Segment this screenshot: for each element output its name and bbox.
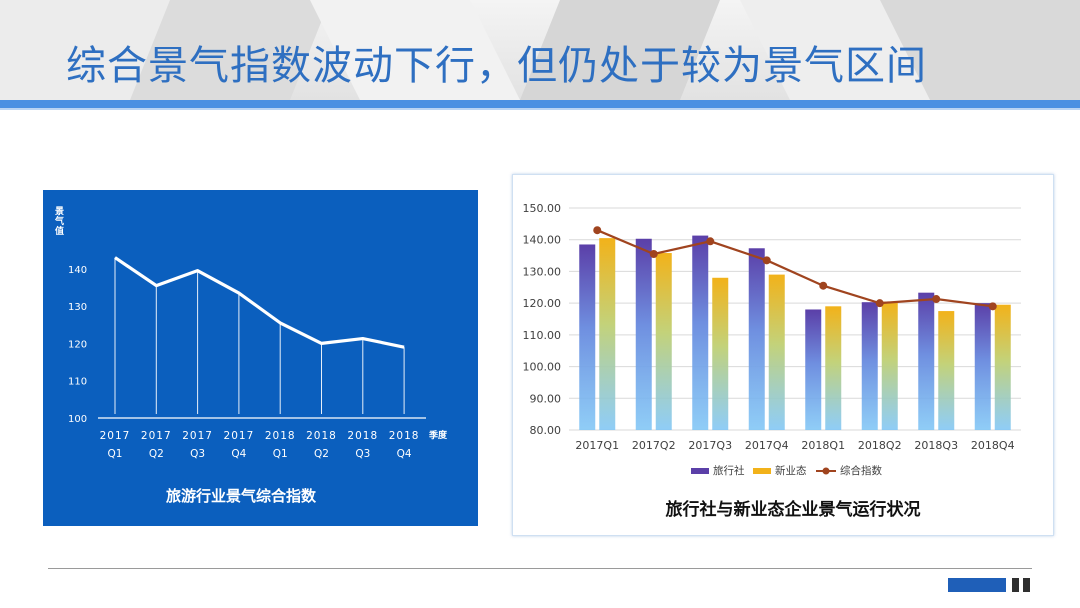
header-banner: 综合景气指数波动下行，但仍处于较为景气区间 <box>0 0 1080 100</box>
bar-travel-agency <box>918 292 935 430</box>
x-tick-label: 2017Q4 <box>745 439 789 452</box>
y-tick-label: 120.00 <box>523 297 562 310</box>
bar-new-business <box>938 311 955 430</box>
hexagon-pattern <box>0 0 1080 100</box>
x-tick-label-year: 2017 <box>224 430 255 442</box>
bar-new-business <box>994 304 1011 430</box>
composite-index-line <box>596 229 993 308</box>
x-tick-label: 2018Q2 <box>858 439 902 452</box>
y-tick-label: 120 <box>68 339 87 350</box>
legend-label: 旅行社 <box>713 464 745 477</box>
bar-new-business <box>712 277 729 430</box>
bar-new-business <box>599 238 616 430</box>
bar-travel-agency <box>805 309 822 430</box>
y-tick-label: 90.00 <box>530 392 562 405</box>
header-divider-light <box>0 108 1080 110</box>
x-tick-label: 2018Q4 <box>971 439 1015 452</box>
x-tick-label-quarter: Q2 <box>149 448 164 460</box>
y-tick-label: 80.00 <box>530 424 562 437</box>
x-tick-label: 2018Q3 <box>914 439 958 452</box>
y-tick-label: 130 <box>68 302 87 313</box>
travel-vs-newbiz-combo-chart: 80.00 90.00 100.00 110.00 120.00 130.00 140.00… <box>523 202 1021 520</box>
composite-index-point <box>593 226 602 235</box>
x-tick-label-quarter: Q1 <box>108 448 123 460</box>
composite-index-point <box>649 249 658 258</box>
y-tick-label: 110 <box>68 377 87 388</box>
footer-accent-block <box>1023 578 1030 592</box>
chart-title: 旅行社与新业态企业景气运行状况 <box>666 499 921 520</box>
legend-label: 综合指数 <box>840 464 882 477</box>
y-tick-label: 140 <box>68 265 87 276</box>
footer-divider <box>48 568 1032 569</box>
x-tick-label: 2017Q2 <box>632 439 676 452</box>
x-tick-label-quarter: Q4 <box>397 448 412 460</box>
x-tick-label-year: 2018 <box>389 430 420 442</box>
footer-accent-block <box>1012 578 1019 592</box>
bar-new-business <box>825 306 842 430</box>
bar-travel-agency <box>635 238 652 430</box>
y-tick-label: 100.00 <box>523 361 562 374</box>
x-tick-label-quarter: Q3 <box>190 448 205 460</box>
chart-title: 旅游行业景气综合指数 <box>166 487 317 505</box>
x-tick-label: 2017Q1 <box>575 439 619 452</box>
footer-accent-bar <box>948 578 1006 592</box>
index-line-series <box>114 256 405 349</box>
legend-swatch-newbiz <box>753 468 771 474</box>
composite-index-point <box>706 237 715 246</box>
y-tick-label: 150.00 <box>523 202 562 215</box>
x-tick-label-quarter: Q1 <box>273 448 288 460</box>
x-tick-label-year: 2018 <box>265 430 296 442</box>
bar-travel-agency <box>748 248 765 430</box>
y-tick-label: 130.00 <box>523 265 562 278</box>
left-chart-panel: 100 110 120 130 140 景气值季度 2017 Q1 2017 Q2 2017 Q3 20… <box>43 190 478 526</box>
legend-marker-index <box>822 467 830 475</box>
bar-travel-agency <box>974 303 991 430</box>
composite-index-point <box>932 295 941 304</box>
y-axis-label: 景气值 <box>54 206 64 237</box>
composite-index-point <box>819 281 828 290</box>
bar-new-business <box>655 253 672 430</box>
page-title: 综合景气指数波动下行，但仍处于较为景气区间 <box>66 43 927 89</box>
x-tick-label: 2018Q1 <box>801 439 845 452</box>
bar-new-business <box>881 301 898 430</box>
y-tick-label: 140.00 <box>523 234 562 247</box>
legend-label: 新业态 <box>775 464 807 477</box>
x-tick-label-year: 2018 <box>306 430 337 442</box>
composite-index-point <box>875 299 884 308</box>
bar-new-business <box>768 274 785 430</box>
x-tick-label-year: 2018 <box>347 430 378 442</box>
header-divider <box>0 100 1080 108</box>
bar-travel-agency <box>861 302 878 430</box>
composite-index-point <box>762 256 771 265</box>
x-tick-label-quarter: Q2 <box>314 448 329 460</box>
y-tick-label: 110.00 <box>523 329 562 342</box>
composite-index-point <box>988 302 997 311</box>
x-tick-label-year: 2017 <box>182 430 213 442</box>
x-tick-label-quarter: Q4 <box>231 448 246 460</box>
x-tick-label-year: 2017 <box>141 430 172 442</box>
x-axis-label: 季度 <box>428 429 448 441</box>
right-chart-panel: 80.00 90.00 100.00 110.00 120.00 130.00 140.00… <box>512 174 1054 536</box>
bar-travel-agency <box>692 235 709 430</box>
legend-swatch-travel <box>691 468 709 474</box>
bar-travel-agency <box>579 244 596 430</box>
x-tick-label-quarter: Q3 <box>355 448 370 460</box>
x-tick-label-year: 2017 <box>100 430 131 442</box>
x-tick-label: 2017Q3 <box>688 439 732 452</box>
y-tick-label: 100 <box>68 414 87 425</box>
